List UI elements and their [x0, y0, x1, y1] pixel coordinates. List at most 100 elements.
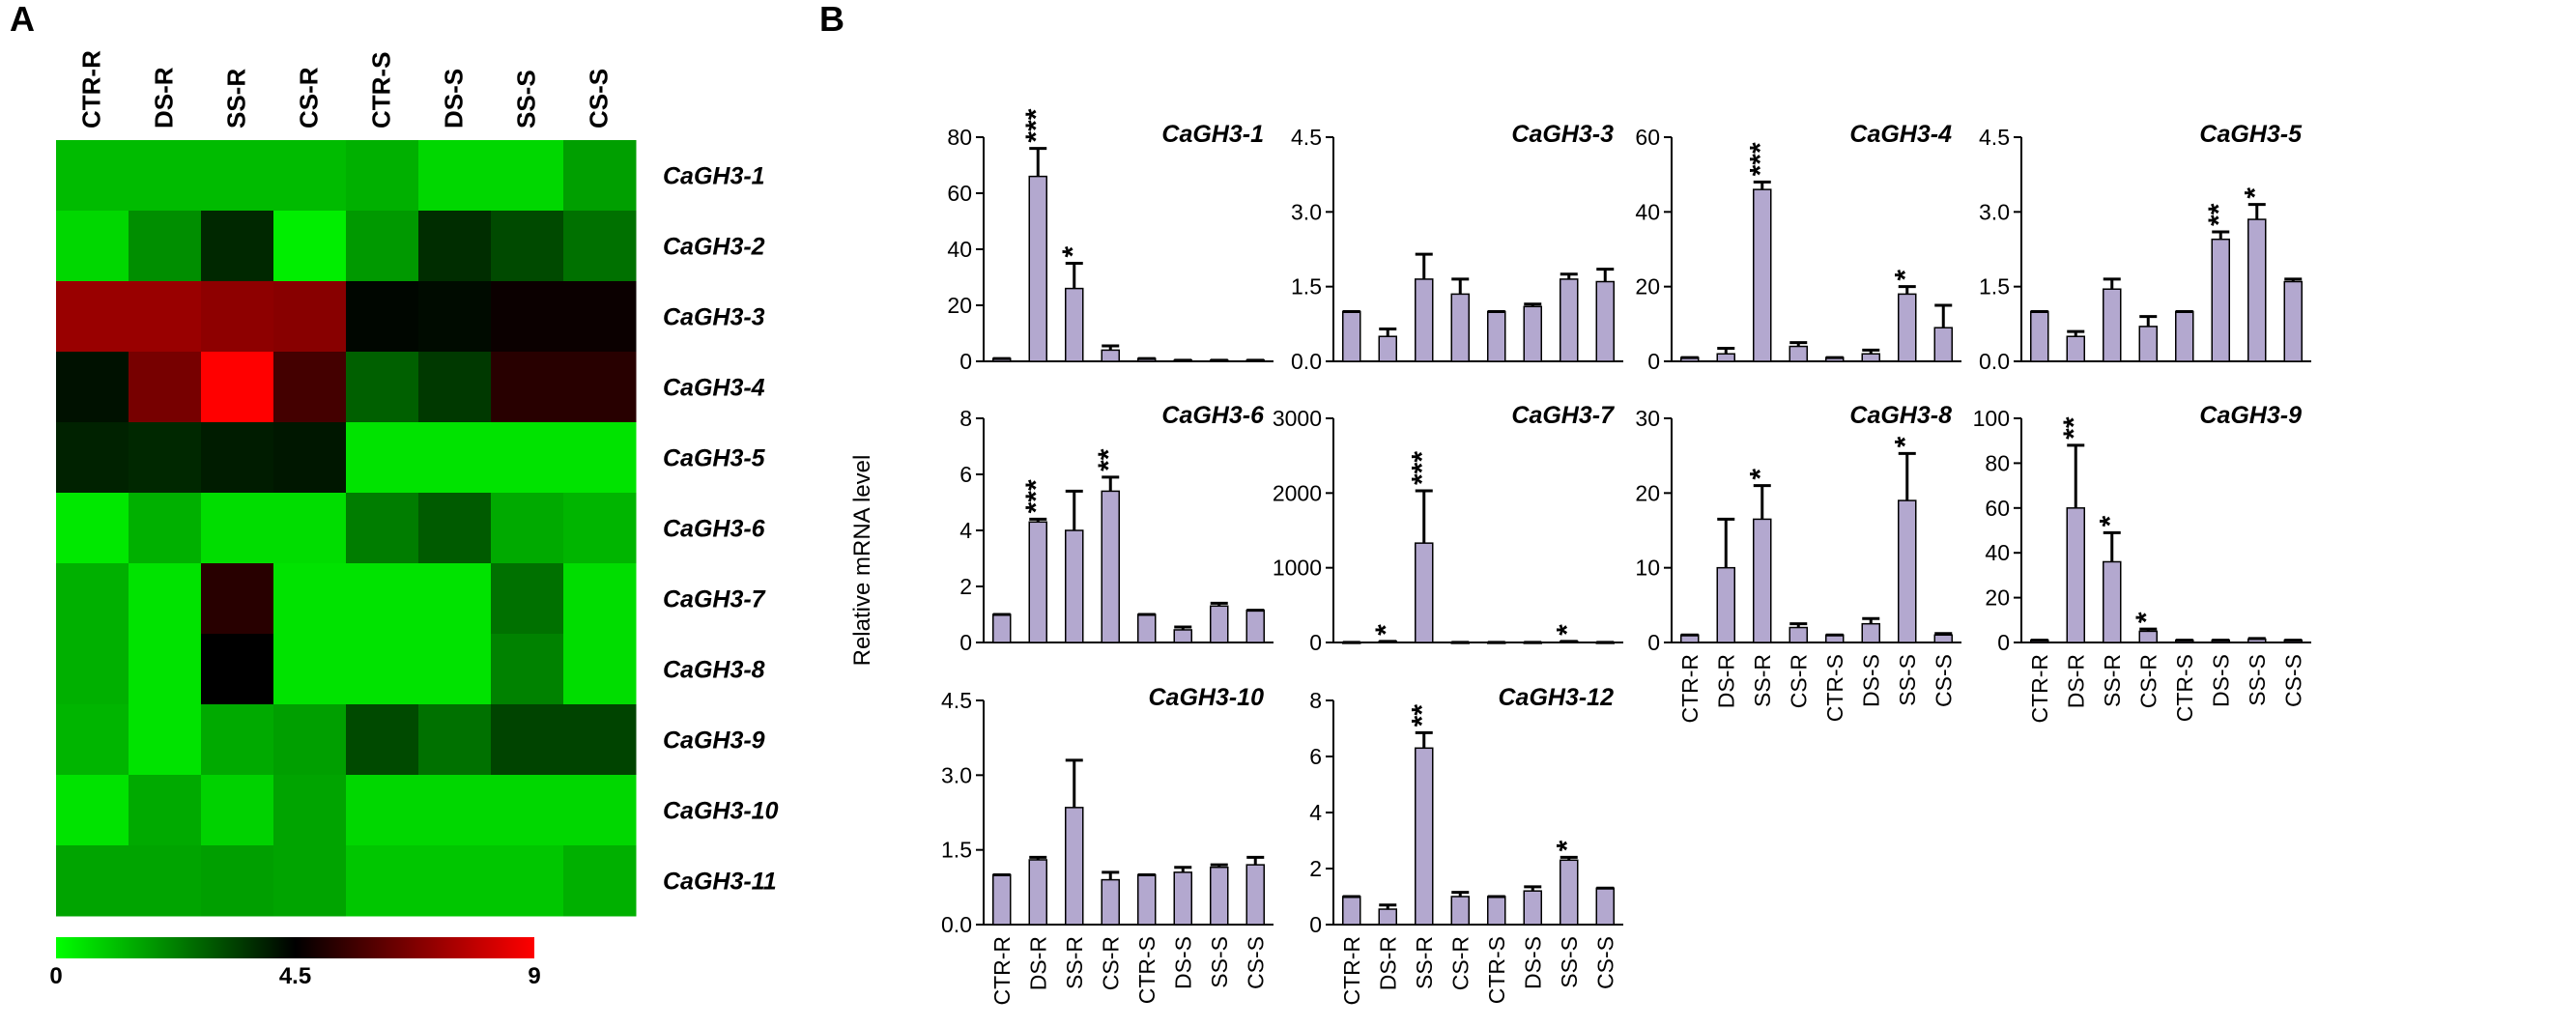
significance-label: *** — [1407, 451, 1439, 485]
heatmap-cell-cagh3-5-ss-s — [491, 422, 564, 494]
y-tick-label: 4 — [1309, 800, 1322, 825]
heatmap-cell-cagh3-9-cs-r — [273, 704, 347, 776]
bar-ds-s — [2211, 238, 2230, 362]
heatmap-cell-cagh3-10-cs-r — [273, 775, 347, 846]
heatmap-cell-cagh3-3-cs-s — [563, 281, 637, 353]
y-tick-label: 40 — [1985, 540, 2010, 565]
y-tick-label: 1.5 — [1291, 274, 1322, 300]
heatmap-cell-cagh3-8-ss-r — [201, 634, 274, 705]
heatmap-cell-cagh3-10-ctr-r — [56, 775, 129, 846]
significance-label: * — [1057, 246, 1089, 258]
y-tick-label: 0 — [1997, 630, 2010, 655]
y-tick-label: 20 — [1635, 274, 1660, 300]
x-tick-label-ds-r: DS-R — [1713, 654, 1738, 708]
color-scale: 0 4.5 9 — [49, 937, 541, 989]
heatmap-col-label-ctr-s: CTR-S — [367, 52, 396, 128]
heatmap-cell-cagh3-2-ss-s — [491, 211, 564, 282]
heatmap-cell-cagh3-10-ds-s — [418, 775, 492, 846]
heatmap-cell-cagh3-1-ds-r — [129, 140, 202, 212]
heatmap-cell-cagh3-3-ss-r — [201, 281, 274, 353]
y-tick-label: 10 — [1635, 556, 1660, 581]
y-tick-label: 4.5 — [941, 688, 972, 713]
x-tick-label-ds-s: DS-S — [1520, 936, 1545, 989]
bar-cs-s — [1933, 327, 1953, 362]
bar-ss-s — [2247, 218, 2267, 362]
bar-cs-s — [1245, 609, 1265, 643]
heatmap-col-label-ds-s: DS-S — [440, 69, 469, 128]
heatmap-cell-cagh3-2-ss-r — [201, 211, 274, 282]
heatmap-cell-cagh3-7-ss-r — [201, 563, 274, 635]
chart-title: CaGH3-12 — [1499, 684, 1615, 711]
bar-cs-r — [1450, 293, 1470, 362]
x-tick-label-ctr-r: CTR-R — [989, 936, 1015, 1006]
x-tick-label-cs-r: CS-R — [1447, 936, 1473, 990]
chart-title: CaGH3-1 — [1161, 121, 1264, 148]
x-tick-label-ds-r: DS-R — [1025, 936, 1050, 990]
heatmap-cell-cagh3-1-ds-s — [418, 140, 492, 212]
bar-chart-cagh3-10: 0.0 1.5 3.0 4.5 CaGH3-10 CTR-R DS-R SS-R CS-R CTR… — [941, 684, 1274, 1006]
bar-ctr-s — [1137, 613, 1157, 643]
chart-title: CaGH3-9 — [2199, 402, 2302, 429]
bar-ctr-s — [2175, 310, 2194, 362]
heatmap-cell-cagh3-3-ds-r — [129, 281, 202, 353]
bar-ctr-r — [2030, 310, 2049, 362]
bar-ss-s — [1210, 866, 1229, 926]
heatmap-cell-cagh3-2-cs-s — [563, 211, 637, 282]
significance-label: *** — [1020, 108, 1052, 142]
heatmap-cell-cagh3-1-ss-r — [201, 140, 274, 212]
heatmap-cell-cagh3-3-ds-s — [418, 281, 492, 353]
heatmap-col-label-ctr-r: CTR-R — [77, 50, 106, 128]
y-tick-label: 40 — [1635, 199, 1660, 224]
heatmap-cell-cagh3-9-cs-s — [563, 704, 637, 776]
y-tick-label: 0 — [1647, 630, 1660, 655]
x-tick-label-ctr-r: CTR-R — [2027, 654, 2052, 724]
color-scale-bar — [56, 937, 534, 958]
significance-label: * — [2131, 612, 2162, 623]
y-tick-label: 4.5 — [1979, 125, 2010, 150]
heatmap-cell-cagh3-6-ctr-s — [346, 493, 419, 564]
heatmap-cell-cagh3-6-ss-r — [201, 493, 274, 564]
heatmap-cell-cagh3-9-ctr-r — [56, 704, 129, 776]
panel-label-a: A — [10, 0, 35, 39]
bar-ss-r — [1065, 807, 1084, 926]
heatmap-row-label-cagh3-5: CaGH3-5 — [663, 445, 766, 472]
bar-ds-r — [2066, 335, 2085, 362]
y-tick-label: 0 — [959, 349, 972, 374]
heatmap-row-label-cagh3-11: CaGH3-11 — [663, 869, 777, 896]
y-tick-label: 3.0 — [1979, 199, 2010, 224]
y-tick-label: 40 — [947, 237, 972, 262]
x-tick-label-ctr-s: CTR-S — [1822, 654, 1847, 722]
bar-ds-r — [1378, 908, 1397, 926]
bar-ss-r — [1415, 542, 1434, 643]
y-tick-label: 1000 — [1273, 556, 1322, 581]
y-tick-label: 4 — [959, 518, 972, 543]
heatmap-cell-cagh3-1-ctr-r — [56, 140, 129, 212]
heatmap-cell-cagh3-4-ctr-r — [56, 352, 129, 423]
bar-ds-r — [1028, 859, 1047, 926]
bar-chart-cagh3-12: 0 2 4 6 8 CaGH3-12 CTR-R DS-R ** SS-R CS-R CTR-S DS-… — [1309, 684, 1623, 1006]
significance-label: ** — [1407, 704, 1439, 727]
bar-ss-r — [1415, 278, 1434, 362]
heatmap-col-label-ss-s: SS-S — [512, 70, 541, 128]
heatmap-col-label-ds-r: DS-R — [150, 67, 179, 128]
y-tick-label: 1.5 — [1979, 274, 2010, 300]
chart-title: CaGH3-8 — [1849, 402, 1952, 429]
heatmap-cell-cagh3-8-ss-s — [491, 634, 564, 705]
y-tick-label: 2 — [959, 574, 972, 599]
bar-cs-r — [1101, 490, 1120, 643]
bar-chart-cagh3-5: 0.01.53.04.5 CaGH3-5*** — [1979, 121, 2311, 374]
bar-ss-r — [2103, 288, 2122, 362]
significance-label: *** — [1020, 479, 1052, 513]
heatmap-cell-cagh3-3-cs-r — [273, 281, 347, 353]
x-tick-label-ctr-r: CTR-R — [1339, 936, 1364, 1006]
bar-cs-r — [2138, 326, 2158, 362]
significance-label: * — [1890, 270, 1922, 281]
heatmap: CTR-R DS-R SS-R CS-R CTR-S DS-S SS-S CS-S CaGH3-… — [56, 50, 779, 917]
chart-title: CaGH3-10 — [1149, 684, 1265, 711]
y-tick-label: 6 — [1309, 744, 1322, 769]
bar-cs-r — [1101, 878, 1120, 926]
y-tick-label: 60 — [1985, 496, 2010, 521]
heatmap-row-label-cagh3-9: CaGH3-9 — [663, 727, 765, 755]
heatmap-cell-cagh3-4-cs-s — [563, 352, 637, 423]
y-tick-label: 0.0 — [1979, 349, 2010, 374]
